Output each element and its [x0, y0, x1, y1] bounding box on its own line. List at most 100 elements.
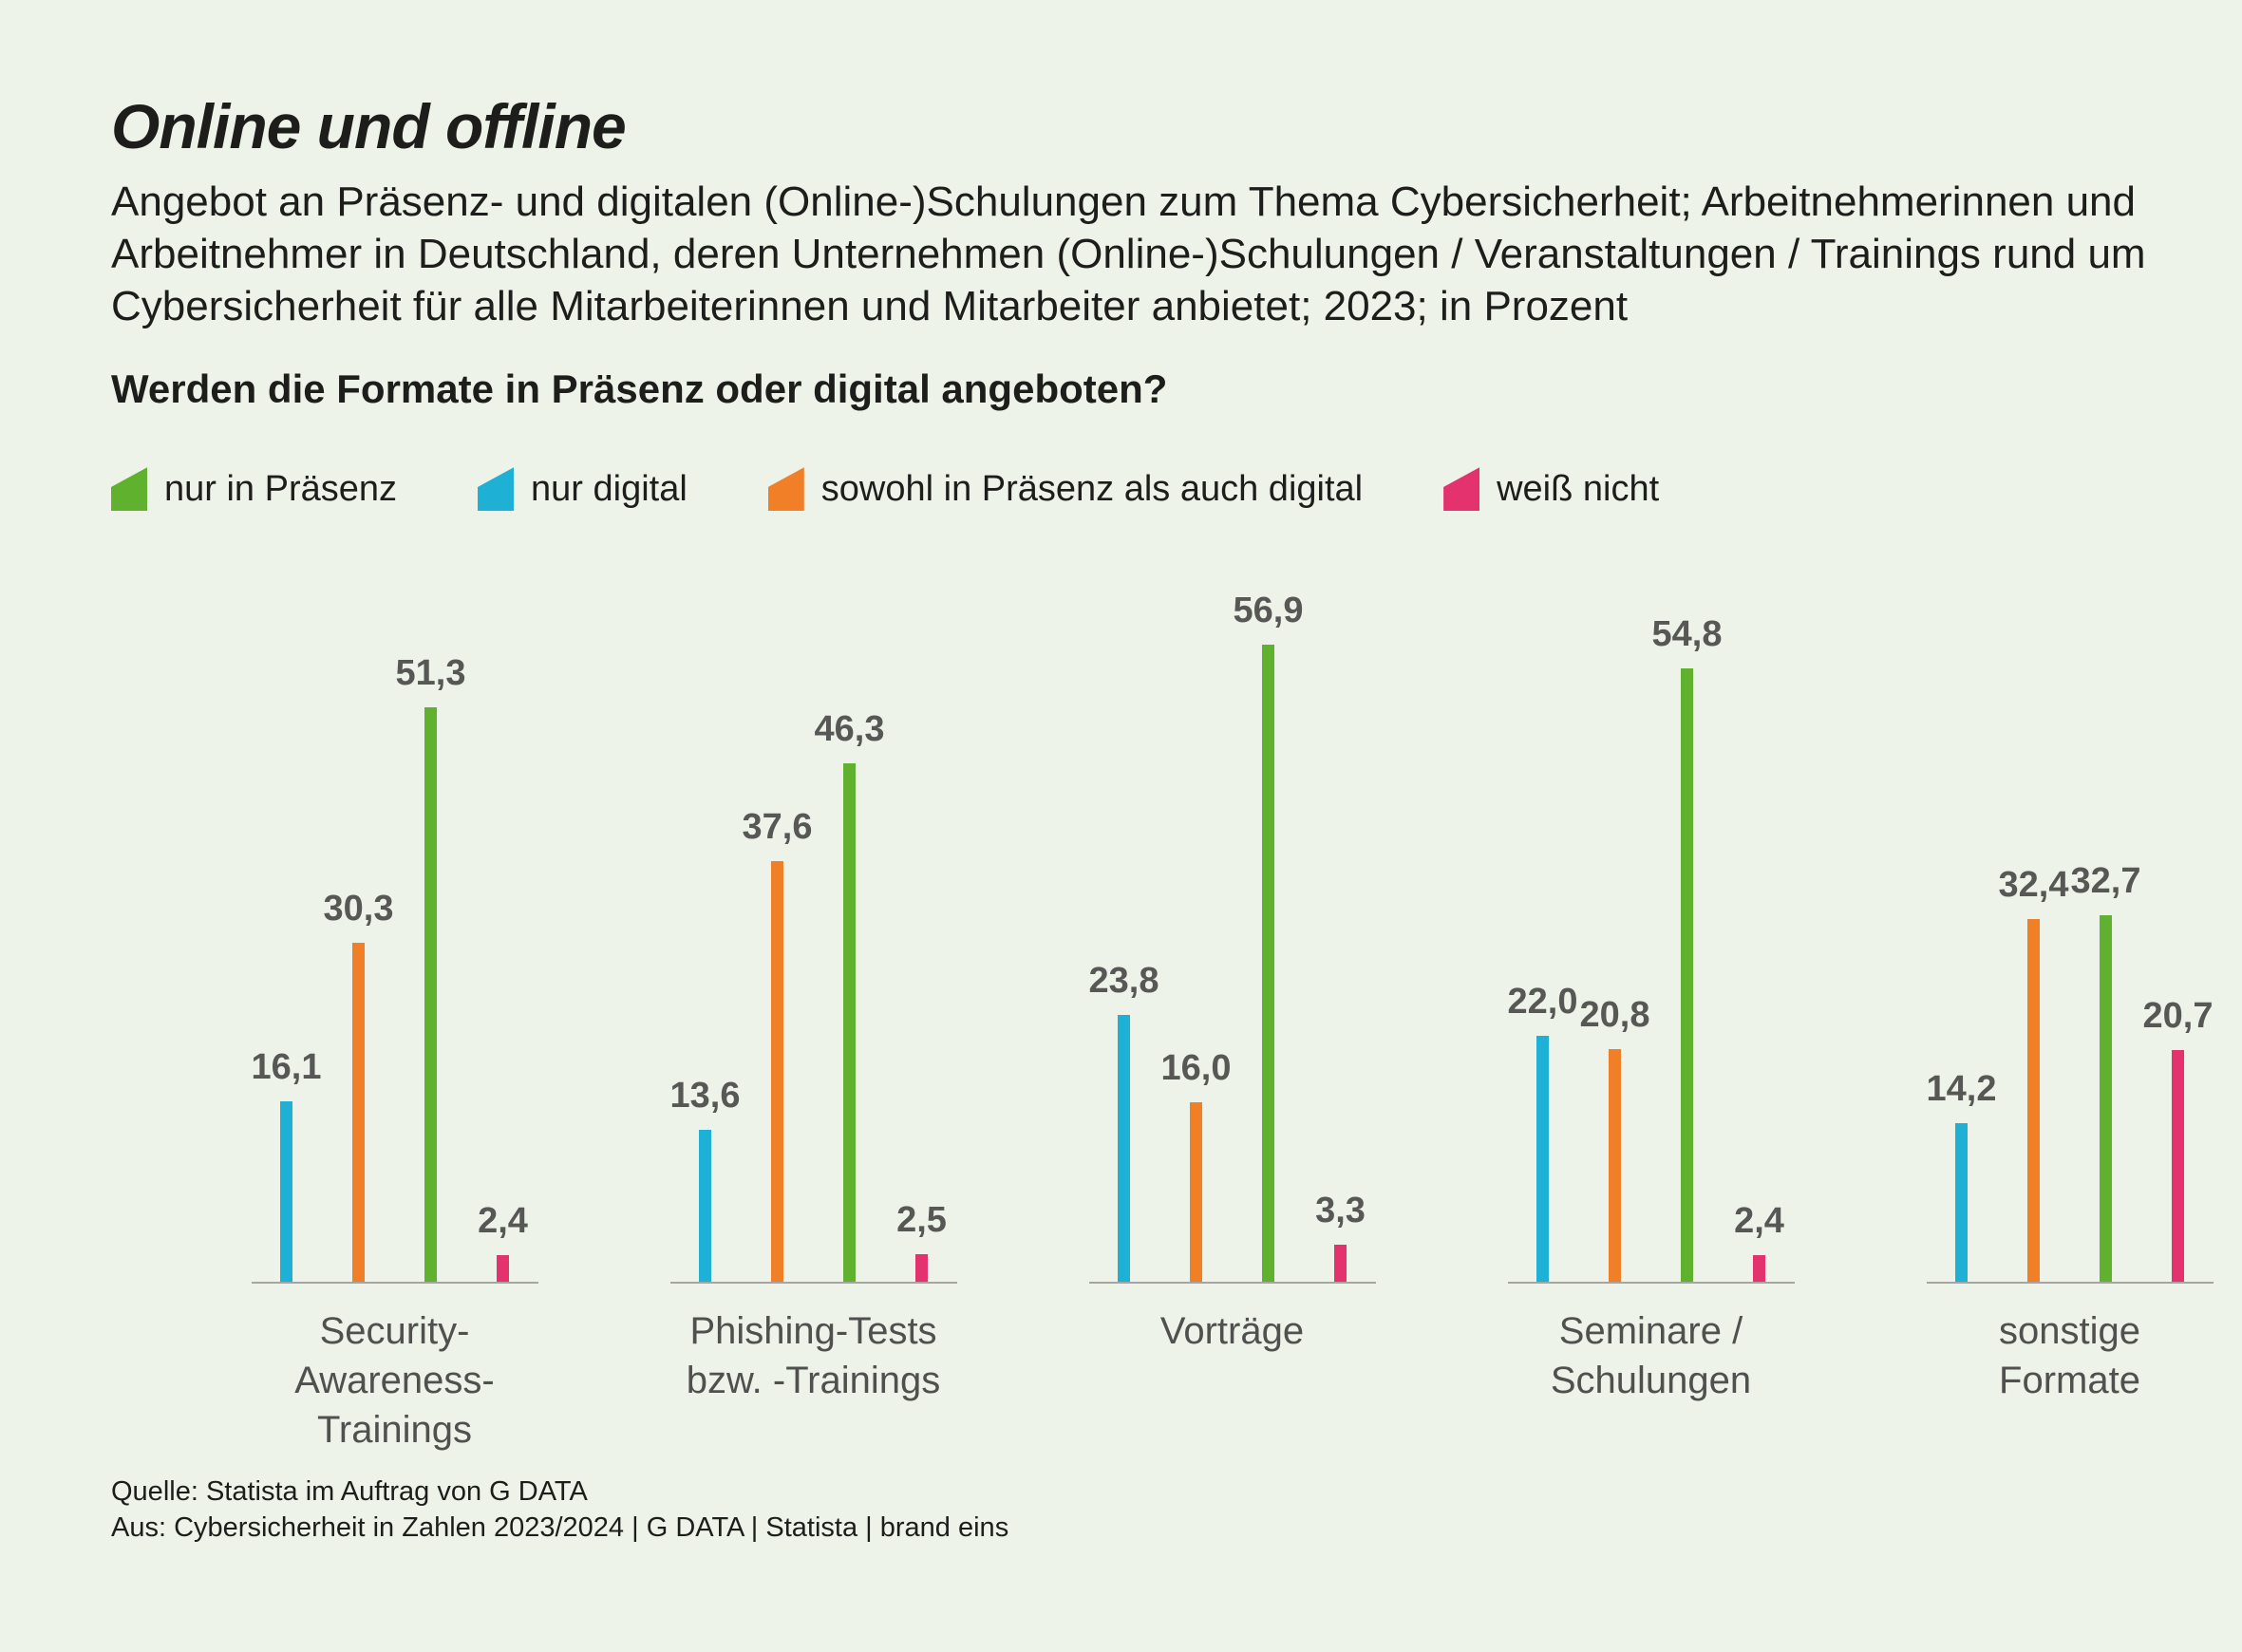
- bar-item-weiss-nicht: 20,7: [2142, 996, 2214, 1283]
- bar-value-label: 2,4: [478, 1200, 528, 1241]
- bar-item-praesenz-und-digital: 37,6: [742, 807, 814, 1283]
- bar-praesenz-und-digital: [1609, 1048, 1621, 1283]
- bar-praesenz-und-digital: [352, 942, 365, 1283]
- bar-value-label: 2,4: [1734, 1200, 1784, 1241]
- bar-weiss-nicht: [915, 1253, 928, 1283]
- bar-nur-praesenz: [2100, 915, 2112, 1283]
- bar-value-label: 14,2: [1926, 1068, 1997, 1109]
- bar-item-nur-digital: 14,2: [1926, 1069, 1998, 1283]
- axis-baseline: [669, 1282, 957, 1285]
- legend-swatch-pink-icon: [1443, 467, 1480, 512]
- bar-item-nur-digital: 22,0: [1507, 982, 1579, 1283]
- bar-row: 22,0 20,8 54,8 2,4: [1507, 579, 1796, 1283]
- bar-item-nur-praesenz: 56,9: [1233, 590, 1305, 1283]
- legend-item-praesenz-und-digital: sowohl in Präsenz als auch digital: [767, 467, 1364, 512]
- legend-swatch-green-icon: [111, 467, 147, 512]
- bar-value-label: 37,6: [742, 806, 813, 847]
- bar-nur-digital: [280, 1101, 292, 1283]
- legend-item-weiss-nicht: weiß nicht: [1443, 467, 1660, 512]
- legend-item-nur-praesenz: nur in Präsenz: [111, 467, 398, 512]
- bar-weiss-nicht: [2172, 1050, 2184, 1283]
- bar-row: 13,6 37,6 46,3 2,5: [669, 579, 958, 1283]
- legend-label: nur digital: [531, 468, 688, 509]
- content: Online und offline Angebot an Präsenz- u…: [111, 91, 2242, 1455]
- category-label: Seminare / Schulungen: [1550, 1310, 1752, 1402]
- bar-nur-digital: [1118, 1015, 1130, 1283]
- bar-item-weiss-nicht: 2,4: [1724, 1200, 1796, 1283]
- bar-nur-praesenz: [424, 706, 437, 1283]
- category-label: Phishing-Tests bzw. -Trainings: [686, 1310, 941, 1402]
- bar-value-label: 3,3: [1315, 1191, 1366, 1231]
- bar-value-label: 54,8: [1651, 613, 1723, 654]
- bar-nur-digital: [1955, 1122, 1968, 1283]
- bar-value-label: 30,3: [323, 888, 394, 929]
- bar-value-label: 32,4: [1998, 864, 2069, 905]
- bar-weiss-nicht: [1334, 1245, 1347, 1283]
- source: Quelle: Statista im Auftrag von G DATA A…: [111, 1474, 1008, 1546]
- bar-value-label: 16,1: [251, 1047, 322, 1088]
- bar-nur-praesenz: [1681, 667, 1693, 1283]
- axis-baseline: [251, 1282, 538, 1285]
- bar-item-nur-praesenz: 32,7: [2070, 861, 2142, 1283]
- legend-swatch-cyan-icon: [478, 467, 515, 512]
- chart-group: 16,1 30,3 51,3 2,4 Security- Awareness- Trai…: [185, 579, 604, 1455]
- page-title: Online und offline: [111, 91, 627, 161]
- chart-group: 23,8 16,0 56,9 3,3 Vorträge: [1023, 579, 1441, 1455]
- legend-label: sowohl in Präsenz als auch digital: [820, 468, 1364, 509]
- chart-group: 13,6 37,6 46,3 2,5 Phishing-Tests bzw. -Trai…: [604, 579, 1023, 1455]
- bar-nur-digital: [1536, 1035, 1549, 1283]
- bar-item-nur-digital: 16,1: [251, 1047, 323, 1283]
- bar-row: 23,8 16,0 56,9 3,3: [1088, 579, 1377, 1283]
- bar-praesenz-und-digital: [1190, 1102, 1202, 1283]
- bar-weiss-nicht: [497, 1254, 509, 1283]
- bar-value-label: 51,3: [395, 652, 466, 693]
- bar-praesenz-und-digital: [2027, 918, 2040, 1283]
- axis-baseline: [1926, 1282, 2214, 1285]
- bar-item-nur-digital: 13,6: [669, 1075, 742, 1283]
- legend: nur in Präsenz nur digital sowohl in Prä…: [111, 467, 2242, 512]
- legend-swatch-orange-icon: [767, 467, 804, 512]
- bar-value-label: 20,8: [1579, 994, 1650, 1035]
- bar-nur-digital: [699, 1129, 711, 1283]
- chart-question: Werden die Formate in Präsenz oder digit…: [111, 366, 1168, 412]
- bar-nur-praesenz: [843, 762, 856, 1283]
- bar-item-weiss-nicht: 2,4: [467, 1200, 539, 1283]
- bar-nur-praesenz: [1262, 644, 1274, 1283]
- bar-value-label: 46,3: [814, 708, 885, 749]
- bar-item-praesenz-und-digital: 32,4: [1998, 864, 2070, 1283]
- source-line-2: Aus: Cybersicherheit in Zahlen 2023/2024…: [111, 1512, 1009, 1543]
- category-label: Vorträge: [1159, 1310, 1305, 1353]
- bar-praesenz-und-digital: [771, 860, 783, 1283]
- bar-value-label: 56,9: [1233, 590, 1304, 630]
- subtitle: Angebot an Präsenz- und digitalen (Onlin…: [111, 178, 2146, 330]
- chart-group: 22,0 20,8 54,8 2,4 Seminare / Schulungen: [1441, 579, 1860, 1455]
- source-line-1: Quelle: Statista im Auftrag von G DATA: [111, 1476, 588, 1507]
- category-label: Security- Awareness- Trainings: [294, 1310, 495, 1452]
- bar-item-nur-praesenz: 51,3: [395, 652, 467, 1283]
- bar-item-weiss-nicht: 3,3: [1305, 1191, 1377, 1283]
- bar-row: 16,1 30,3 51,3 2,4: [251, 579, 539, 1283]
- bar-weiss-nicht: [1753, 1254, 1765, 1283]
- bar-item-praesenz-und-digital: 30,3: [323, 889, 395, 1283]
- axis-baseline: [1507, 1282, 1795, 1285]
- legend-label: nur in Präsenz: [164, 468, 398, 509]
- bar-value-label: 23,8: [1088, 961, 1159, 1002]
- bar-value-label: 32,7: [2070, 861, 2141, 902]
- chart: 16,1 30,3 51,3 2,4 Security- Awareness- Trai…: [185, 579, 2242, 1455]
- axis-baseline: [1088, 1282, 1376, 1285]
- chart-group: 14,2 32,4 32,7 20,7 sonstige Formate: [1860, 579, 2242, 1455]
- bar-item-nur-digital: 23,8: [1088, 961, 1160, 1283]
- bar-item-weiss-nicht: 2,5: [886, 1200, 958, 1283]
- category-label: sonstige Formate: [1999, 1310, 2140, 1402]
- bar-value-label: 13,6: [669, 1075, 741, 1116]
- bar-item-nur-praesenz: 46,3: [814, 708, 886, 1283]
- bar-value-label: 2,5: [896, 1199, 947, 1240]
- bar-item-praesenz-und-digital: 16,0: [1160, 1048, 1233, 1283]
- bar-item-praesenz-und-digital: 20,8: [1579, 994, 1651, 1283]
- bar-value-label: 22,0: [1507, 981, 1578, 1022]
- legend-item-nur-digital: nur digital: [478, 467, 688, 512]
- bar-value-label: 16,0: [1160, 1048, 1232, 1089]
- bar-row: 14,2 32,4 32,7 20,7: [1926, 579, 2214, 1283]
- legend-label: weiß nicht: [1497, 468, 1660, 509]
